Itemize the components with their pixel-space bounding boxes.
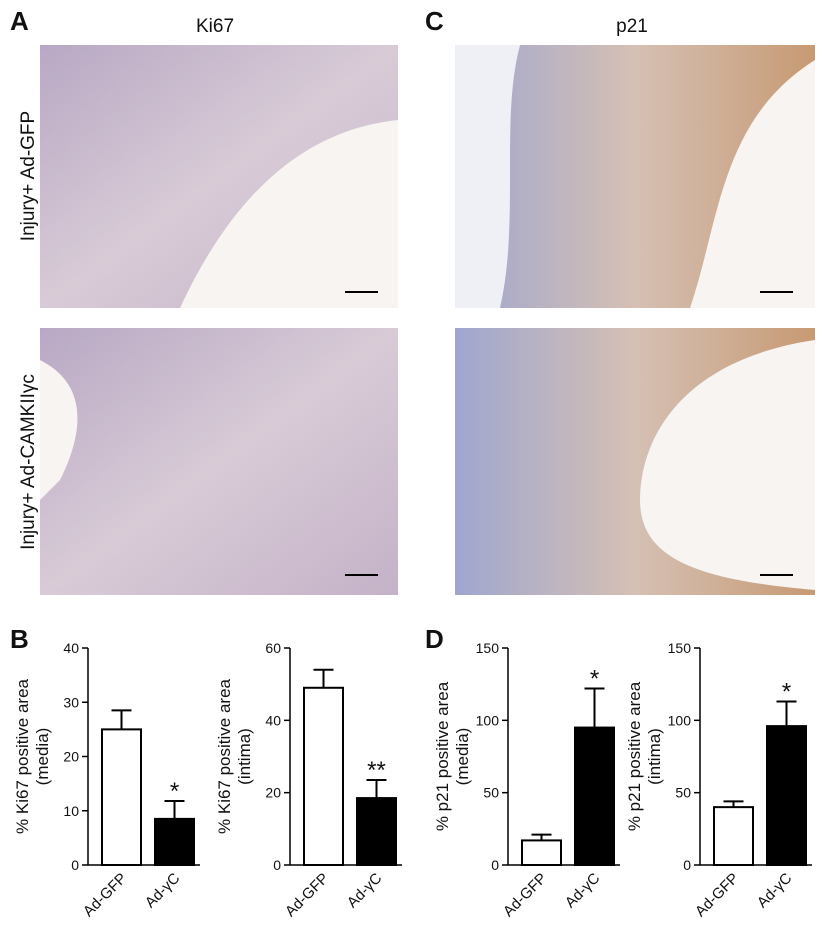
- micrograph: [40, 45, 398, 308]
- y-tick-label: 100: [476, 712, 500, 728]
- y-tick-label: 0: [71, 857, 79, 873]
- y-axis-label: (intima): [235, 728, 254, 785]
- significance: **: [367, 757, 386, 784]
- bar: [154, 817, 195, 867]
- y-tick-label: 40: [63, 640, 79, 656]
- significance: *: [590, 666, 599, 693]
- y-axis-label: (intima): [645, 728, 664, 785]
- y-tick-label: 150: [476, 640, 500, 656]
- y-tick-label: 40: [265, 712, 281, 728]
- y-tick-label: 50: [483, 785, 499, 801]
- y-tick-label: 50: [675, 785, 691, 801]
- panel-label: D: [425, 624, 444, 654]
- bar: [101, 728, 142, 866]
- y-axis-label: % p21 positive area: [625, 681, 644, 831]
- significance: *: [782, 679, 791, 706]
- row-label: Injury+ Ad-CAMKIIγc: [18, 374, 39, 550]
- y-axis-label: (media): [453, 728, 472, 786]
- column-title: p21: [616, 16, 648, 37]
- y-tick-label: 0: [491, 857, 499, 873]
- y-axis-label: % Ki67 positive area: [13, 678, 32, 834]
- panel-label: C: [425, 6, 444, 36]
- x-tick-label: Ad-GFP: [692, 870, 742, 920]
- x-tick-label: Ad-γC: [562, 870, 604, 912]
- y-tick-label: 20: [63, 749, 79, 765]
- y-tick-label: 30: [63, 694, 79, 710]
- y-axis-label: (media): [33, 728, 52, 786]
- x-tick-label: Ad-GFP: [500, 870, 550, 920]
- y-tick-label: 0: [273, 857, 281, 873]
- x-tick-label: Ad-GFP: [80, 870, 130, 920]
- bar: [766, 725, 807, 866]
- y-tick-label: 150: [668, 640, 692, 656]
- y-tick-label: 100: [668, 712, 692, 728]
- y-tick-label: 20: [265, 785, 281, 801]
- micrograph: [455, 45, 815, 308]
- x-tick-label: Ad-γC: [142, 870, 184, 912]
- panel-label: A: [10, 6, 29, 36]
- y-axis-label: % Ki67 positive area: [215, 678, 234, 834]
- panel-label: B: [10, 624, 29, 654]
- y-tick-label: 0: [683, 857, 691, 873]
- micrograph: [455, 328, 815, 595]
- bar: [303, 686, 344, 866]
- y-tick-label: 10: [63, 803, 79, 819]
- x-tick-label: Ad-γC: [754, 870, 796, 912]
- x-tick-label: Ad-GFP: [282, 870, 332, 920]
- row-label: Injury+ Ad-GFP: [18, 111, 39, 241]
- y-tick-label: 60: [265, 640, 281, 656]
- bar: [521, 839, 562, 867]
- bar: [713, 806, 754, 867]
- significance: *: [170, 778, 179, 805]
- x-tick-label: Ad-γC: [344, 870, 386, 912]
- bar: [356, 797, 397, 867]
- micrograph: [40, 328, 398, 595]
- y-axis-label: % p21 positive area: [433, 681, 452, 831]
- column-title: Ki67: [196, 16, 234, 37]
- bar: [574, 726, 615, 866]
